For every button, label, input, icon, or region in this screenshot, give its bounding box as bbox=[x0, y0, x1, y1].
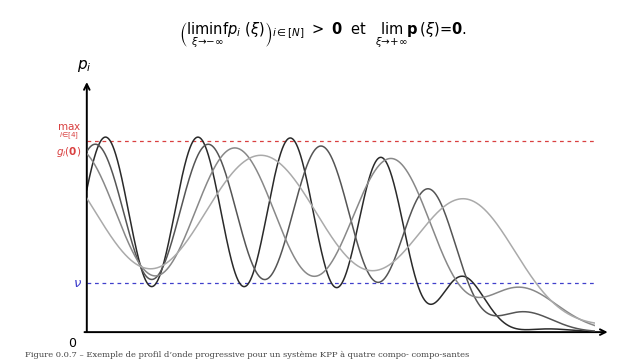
Text: $\max_{i\in[4]}$
$g_i(\mathbf{0})$: $\max_{i\in[4]}$ $g_i(\mathbf{0})$ bbox=[56, 122, 82, 159]
Text: $0$: $0$ bbox=[68, 337, 77, 350]
Text: $p_i$: $p_i$ bbox=[77, 58, 92, 74]
Text: $\nu$: $\nu$ bbox=[73, 277, 82, 290]
Text: Figure 0.0.7 – Exemple de profil d’onde progressive pour un système KPP à quatre: Figure 0.0.7 – Exemple de profil d’onde … bbox=[25, 351, 469, 359]
Text: $\left(\liminf_{\xi\to-\infty} p_i\,(\xi)\right)_{i\in[N]}\ >\ \mathbf{0}\ \ \ma: $\left(\liminf_{\xi\to-\infty} p_i\,(\xi… bbox=[179, 21, 466, 50]
